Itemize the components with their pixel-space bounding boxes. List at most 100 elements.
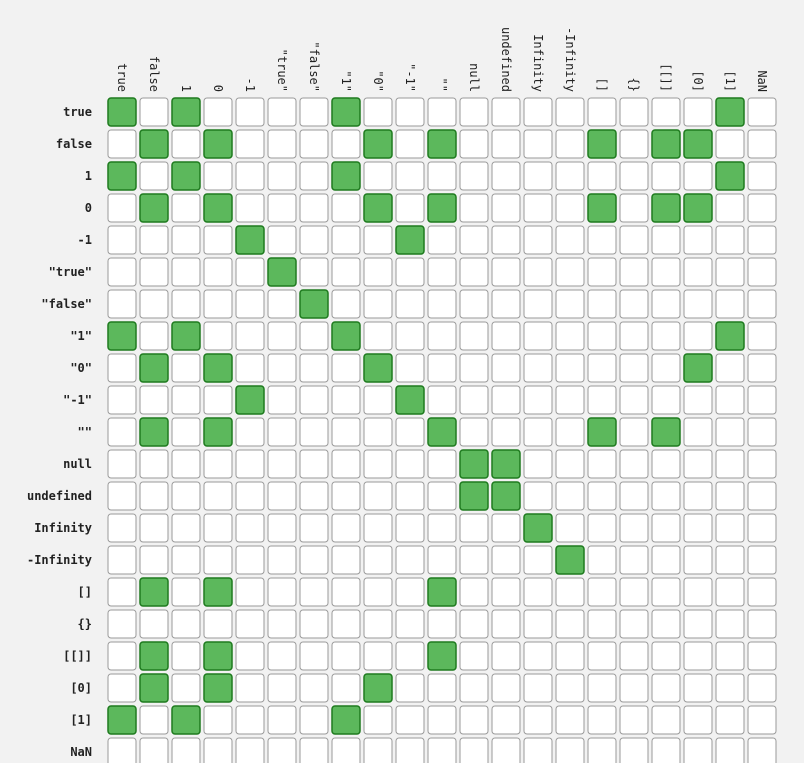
matrix-cell-r2-c3: [203, 161, 233, 191]
matrix-cell-r15-c19: [715, 577, 745, 607]
matrix-cell-r4-c12: [491, 225, 521, 255]
matrix-cell-r1-c3: [203, 129, 233, 159]
matrix-cell-r2-c0: [107, 161, 137, 191]
matrix-cell-r3-c3: [203, 193, 233, 223]
matrix-cell-r1-c1: [139, 129, 169, 159]
matrix-cell-r4-c0: [107, 225, 137, 255]
matrix-cell-r10-c18: [683, 417, 713, 447]
matrix-cell-r1-c11: [459, 129, 489, 159]
matrix-cell-r13-c4: [235, 513, 265, 543]
matrix-cell-r10-c10: [427, 417, 457, 447]
matrix-cell-r9-c1: [139, 385, 169, 415]
matrix-cell-r20-c14: [555, 737, 585, 763]
matrix-cell-r6-c0: [107, 289, 137, 319]
matrix-cell-r0-c18: [683, 97, 713, 127]
matrix-cell-r14-c13: [523, 545, 553, 575]
row-labels: true false 1 0 -1 "true" "false" "1" "0" "-1" "" nu…: [27, 105, 92, 759]
matrix-cell-r20-c5: [267, 737, 297, 763]
matrix-cell-r10-c17: [651, 417, 681, 447]
column-label-14: -Infinity: [563, 27, 577, 92]
matrix-cell-r7-c17: [651, 321, 681, 351]
matrix-cell-r14-c18: [683, 545, 713, 575]
matrix-cell-r15-c5: [267, 577, 297, 607]
matrix-cell-r5-c1: [139, 257, 169, 287]
matrix-cell-r0-c5: [267, 97, 297, 127]
matrix-cell-r19-c3: [203, 705, 233, 735]
matrix-cell-r19-c17: [651, 705, 681, 735]
matrix-cell-r17-c4: [235, 641, 265, 671]
matrix-cell-r17-c1: [139, 641, 169, 671]
matrix-cell-r18-c16: [619, 673, 649, 703]
row-label-17: [[]]: [63, 649, 92, 663]
column-label-18: [0]: [691, 70, 705, 92]
matrix-cell-r12-c4: [235, 481, 265, 511]
matrix-cell-r8-c10: [427, 353, 457, 383]
matrix-cell-r5-c7: [331, 257, 361, 287]
matrix-cell-r14-c8: [363, 545, 393, 575]
matrix-cell-r17-c15: [587, 641, 617, 671]
matrix-cell-r7-c2: [171, 321, 201, 351]
matrix-cell-r15-c2: [171, 577, 201, 607]
matrix-cell-r20-c20: [747, 737, 777, 763]
column-label-0: true: [115, 63, 129, 92]
matrix-cell-r16-c10: [427, 609, 457, 639]
matrix-cell-r17-c2: [171, 641, 201, 671]
column-label-9: "-1": [403, 63, 417, 92]
matrix-cell-r16-c16: [619, 609, 649, 639]
matrix-cell-r11-c18: [683, 449, 713, 479]
row-label-5: "true": [49, 265, 92, 279]
column-label-19: [1]: [723, 70, 737, 92]
matrix-cell-r8-c15: [587, 353, 617, 383]
matrix-cell-r7-c11: [459, 321, 489, 351]
matrix-cell-r14-c0: [107, 545, 137, 575]
matrix-cell-r11-c0: [107, 449, 137, 479]
matrix-cell-r16-c18: [683, 609, 713, 639]
matrix-cell-r0-c17: [651, 97, 681, 127]
matrix-cell-r0-c12: [491, 97, 521, 127]
matrix-cell-r17-c11: [459, 641, 489, 671]
matrix-cell-r6-c13: [523, 289, 553, 319]
matrix-cell-r15-c9: [395, 577, 425, 607]
matrix-cell-r10-c9: [395, 417, 425, 447]
matrix-cell-r10-c14: [555, 417, 585, 447]
matrix-cell-r6-c3: [203, 289, 233, 319]
matrix-cell-r12-c1: [139, 481, 169, 511]
matrix-cell-r13-c19: [715, 513, 745, 543]
matrix-cell-r8-c11: [459, 353, 489, 383]
matrix-cell-r6-c6: [299, 289, 329, 319]
matrix-cell-r14-c19: [715, 545, 745, 575]
matrix-cell-r10-c6: [299, 417, 329, 447]
matrix-cell-r9-c13: [523, 385, 553, 415]
matrix-cell-r3-c13: [523, 193, 553, 223]
matrix-cell-r7-c10: [427, 321, 457, 351]
matrix-cell-r18-c13: [523, 673, 553, 703]
matrix-cell-r19-c15: [587, 705, 617, 735]
matrix-cell-r7-c4: [235, 321, 265, 351]
matrix-cell-r13-c5: [267, 513, 297, 543]
matrix-cell-r16-c3: [203, 609, 233, 639]
matrix-cell-r6-c16: [619, 289, 649, 319]
row-label-13: Infinity: [34, 521, 92, 535]
matrix-cell-r2-c16: [619, 161, 649, 191]
matrix-cell-r16-c9: [395, 609, 425, 639]
matrix-cell-r9-c20: [747, 385, 777, 415]
matrix-cell-r17-c8: [363, 641, 393, 671]
matrix-cell-r10-c11: [459, 417, 489, 447]
column-label-4: -1: [243, 78, 257, 92]
matrix-cell-r3-c0: [107, 193, 137, 223]
matrix-cell-r10-c8: [363, 417, 393, 447]
matrix-cell-r12-c6: [299, 481, 329, 511]
matrix-cell-r19-c12: [491, 705, 521, 735]
matrix-cell-r12-c10: [427, 481, 457, 511]
matrix-cell-r18-c8: [363, 673, 393, 703]
matrix-cell-r11-c6: [299, 449, 329, 479]
matrix-cell-r18-c1: [139, 673, 169, 703]
matrix-cell-r4-c18: [683, 225, 713, 255]
matrix-cell-r5-c19: [715, 257, 745, 287]
matrix-cell-r6-c18: [683, 289, 713, 319]
matrix-cell-r4-c4: [235, 225, 265, 255]
matrix-cell-r11-c12: [491, 449, 521, 479]
matrix-cell-r15-c20: [747, 577, 777, 607]
matrix-cell-r5-c6: [299, 257, 329, 287]
